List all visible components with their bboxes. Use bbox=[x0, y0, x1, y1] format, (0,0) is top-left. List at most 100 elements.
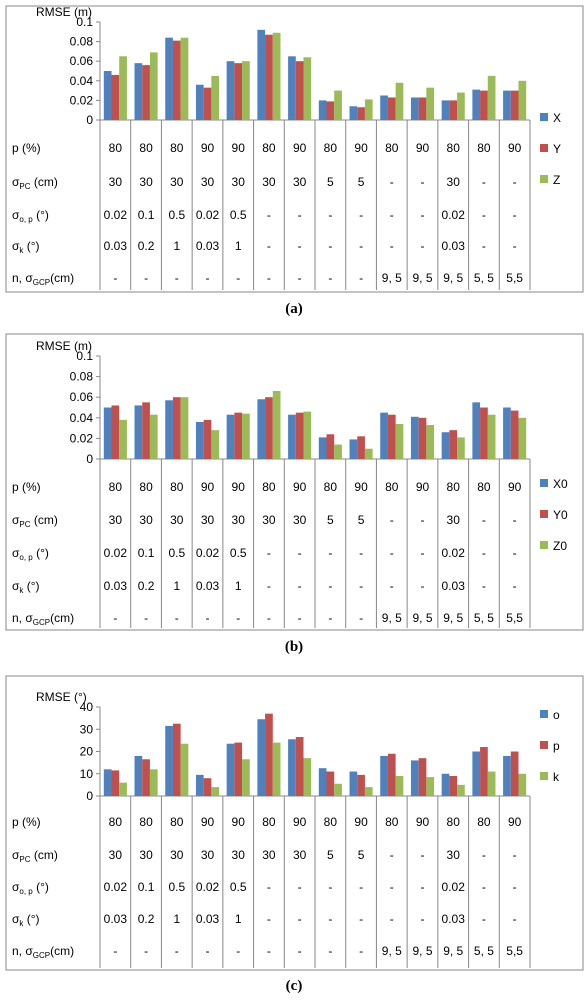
table-cell: 90 bbox=[232, 815, 246, 829]
bar-x0-3 bbox=[165, 400, 173, 459]
table-cell: - bbox=[390, 513, 394, 527]
row-label-unit: (cm) bbox=[50, 944, 74, 958]
table-cell: 0.03 bbox=[104, 239, 128, 253]
table-cell: - bbox=[513, 912, 517, 926]
table-cell: 80 bbox=[170, 815, 184, 829]
row-label-symbol: σ bbox=[12, 848, 20, 862]
table-cell: 0.02 bbox=[442, 546, 466, 560]
row-label-subscript: GCP bbox=[33, 278, 50, 287]
table-cell: - bbox=[390, 848, 394, 862]
y-tick-label: 0.08 bbox=[70, 370, 94, 384]
table-cell: 90 bbox=[293, 480, 307, 494]
bar-p-7 bbox=[295, 737, 304, 796]
bar-z0-11 bbox=[426, 425, 435, 459]
table-cell: - bbox=[421, 579, 425, 593]
bar-x-8 bbox=[318, 100, 327, 120]
panel-frame bbox=[5, 675, 584, 971]
bar-y0-10 bbox=[387, 414, 396, 459]
legend-swatch-p bbox=[540, 741, 548, 749]
table-cell: 30 bbox=[262, 848, 276, 862]
bar-y0-8 bbox=[326, 434, 335, 459]
bar-y0-5 bbox=[234, 412, 243, 459]
table-cell: 0.02 bbox=[104, 880, 128, 894]
bar-x0-14 bbox=[503, 407, 511, 459]
y-tick-label: 0 bbox=[86, 452, 93, 466]
table-cell: 80 bbox=[447, 480, 461, 494]
table-cell: 90 bbox=[201, 815, 215, 829]
row-label-symbol: σ bbox=[12, 175, 20, 189]
table-cell: 90 bbox=[508, 815, 522, 829]
bar-z0-13 bbox=[487, 414, 496, 459]
table-cell: 0.2 bbox=[138, 579, 155, 593]
bar-z-9 bbox=[364, 99, 373, 120]
bar-p-6 bbox=[265, 713, 273, 796]
bar-p-3 bbox=[172, 723, 181, 796]
table-cell: 0.03 bbox=[442, 579, 466, 593]
table-cell: 30 bbox=[109, 513, 123, 527]
row-label-unit: (°) bbox=[23, 239, 39, 253]
bar-y-9 bbox=[357, 107, 365, 120]
table-cell: 80 bbox=[447, 815, 461, 829]
table-cell: 0.5 bbox=[230, 546, 247, 560]
table-cell: 0.2 bbox=[138, 912, 155, 926]
row-label-unit: (cm) bbox=[50, 611, 74, 625]
y-tick-label: 0 bbox=[86, 113, 93, 127]
legend-label-x0: X0 bbox=[553, 477, 568, 491]
row-label-n-sigma-gcp: n, σGCP(cm) bbox=[12, 271, 74, 287]
table-cell: 0.1 bbox=[138, 546, 155, 560]
table-cell: - bbox=[113, 271, 117, 285]
table-cell: 5,5 bbox=[506, 611, 523, 625]
bar-k-8 bbox=[334, 783, 342, 796]
row-label-subscript: GCP bbox=[33, 951, 50, 960]
bar-o-1 bbox=[103, 769, 112, 796]
bar-x-14 bbox=[503, 90, 511, 120]
row-label-sigma-op: σo, p (°) bbox=[12, 546, 49, 562]
row-label-sigma-k: σk (°) bbox=[12, 239, 40, 255]
table-cell: 80 bbox=[109, 141, 123, 155]
table-cell: 80 bbox=[139, 141, 153, 155]
bar-z-14 bbox=[518, 80, 527, 120]
table-cell: - bbox=[206, 944, 210, 958]
y-tick-label: 0.08 bbox=[70, 35, 94, 49]
table-cell: 5, 5 bbox=[474, 944, 494, 958]
table-cell: 30 bbox=[109, 848, 123, 862]
bar-x0-12 bbox=[441, 432, 450, 459]
table-cell: 5,5 bbox=[506, 944, 523, 958]
y-tick-label: 30 bbox=[80, 722, 94, 736]
bar-y0-2 bbox=[142, 402, 150, 459]
table-cell: 90 bbox=[232, 141, 246, 155]
table-cell: 80 bbox=[324, 480, 338, 494]
table-cell: - bbox=[390, 546, 394, 560]
table-cell: - bbox=[206, 271, 210, 285]
bar-z0-6 bbox=[272, 391, 281, 459]
bar-p-11 bbox=[418, 758, 427, 796]
row-label-sigma-pc: σPC (cm) bbox=[12, 175, 58, 191]
table-cell: - bbox=[482, 579, 486, 593]
bar-y0-12 bbox=[449, 430, 458, 459]
table-cell: 5 bbox=[327, 513, 334, 527]
bar-o-3 bbox=[165, 725, 173, 796]
table-cell: - bbox=[267, 912, 271, 926]
table-cell: 80 bbox=[139, 480, 153, 494]
table-cell: 90 bbox=[201, 480, 215, 494]
table-cell: - bbox=[175, 944, 179, 958]
table-cell: - bbox=[328, 611, 332, 625]
table-cell: - bbox=[421, 175, 425, 189]
legend-swatch-o bbox=[540, 710, 548, 718]
table-cell: - bbox=[267, 611, 271, 625]
table-cell: - bbox=[298, 579, 302, 593]
table-cell: - bbox=[175, 271, 179, 285]
y-tick-label: 0.06 bbox=[70, 54, 94, 68]
table-cell: 80 bbox=[385, 480, 399, 494]
bar-p-8 bbox=[326, 771, 335, 796]
table-cell: - bbox=[482, 513, 486, 527]
panel-label: (c) bbox=[286, 978, 303, 994]
y-tick-label: 0.1 bbox=[76, 15, 93, 29]
table-cell: 30 bbox=[170, 848, 184, 862]
row-label-subscript: o, p bbox=[19, 887, 33, 896]
table-cell: 30 bbox=[293, 513, 307, 527]
table-cell: - bbox=[267, 579, 271, 593]
table-cell: 9, 5 bbox=[412, 944, 432, 958]
bar-z-4 bbox=[211, 75, 220, 120]
table-cell: - bbox=[175, 611, 179, 625]
